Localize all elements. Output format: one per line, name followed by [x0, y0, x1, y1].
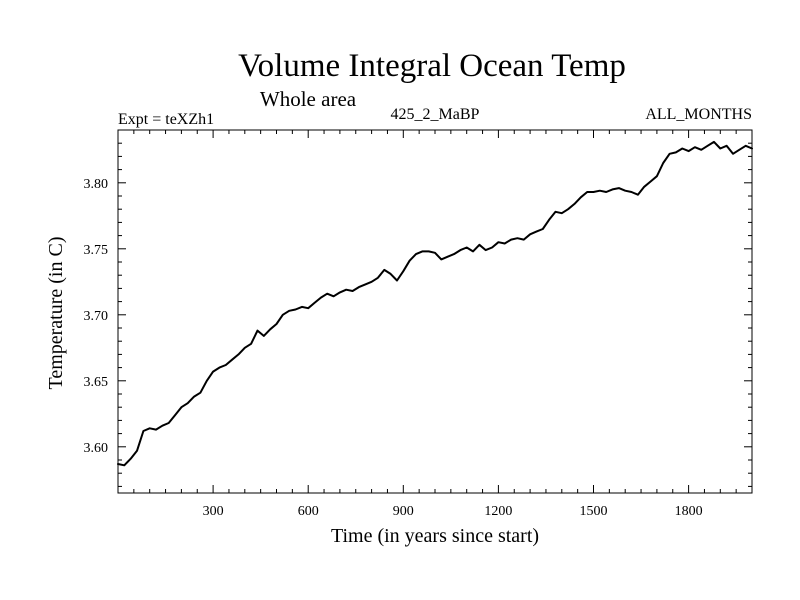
- x-tick-label: 1200: [484, 504, 512, 519]
- x-tick-label: 600: [298, 504, 319, 519]
- temperature-series-line: [117, 140, 753, 467]
- y-axis-label: Temperature (in C): [45, 237, 67, 390]
- chart-title: Volume Integral Ocean Temp: [238, 48, 626, 84]
- y-tick-label: 3.70: [84, 309, 109, 324]
- plot-frame: [117, 129, 753, 494]
- y-tick-label: 3.65: [84, 375, 109, 390]
- y-tick-label: 3.80: [84, 177, 109, 192]
- x-tick-label: 300: [203, 504, 224, 519]
- header-experiment: Expt = teXZh1: [118, 111, 214, 128]
- chart-subtitle: Whole area: [260, 87, 357, 111]
- x-tick-label: 900: [393, 504, 414, 519]
- y-tick-label: 3.60: [84, 441, 109, 456]
- x-tick-label: 1500: [580, 504, 608, 519]
- header-months: ALL_MONTHS: [645, 106, 752, 123]
- x-tick-label: 1800: [675, 504, 703, 519]
- x-axis-label: Time (in years since start): [331, 525, 539, 547]
- y-tick-label: 3.75: [84, 243, 109, 258]
- header-period: 425_2_MaBP: [391, 106, 480, 123]
